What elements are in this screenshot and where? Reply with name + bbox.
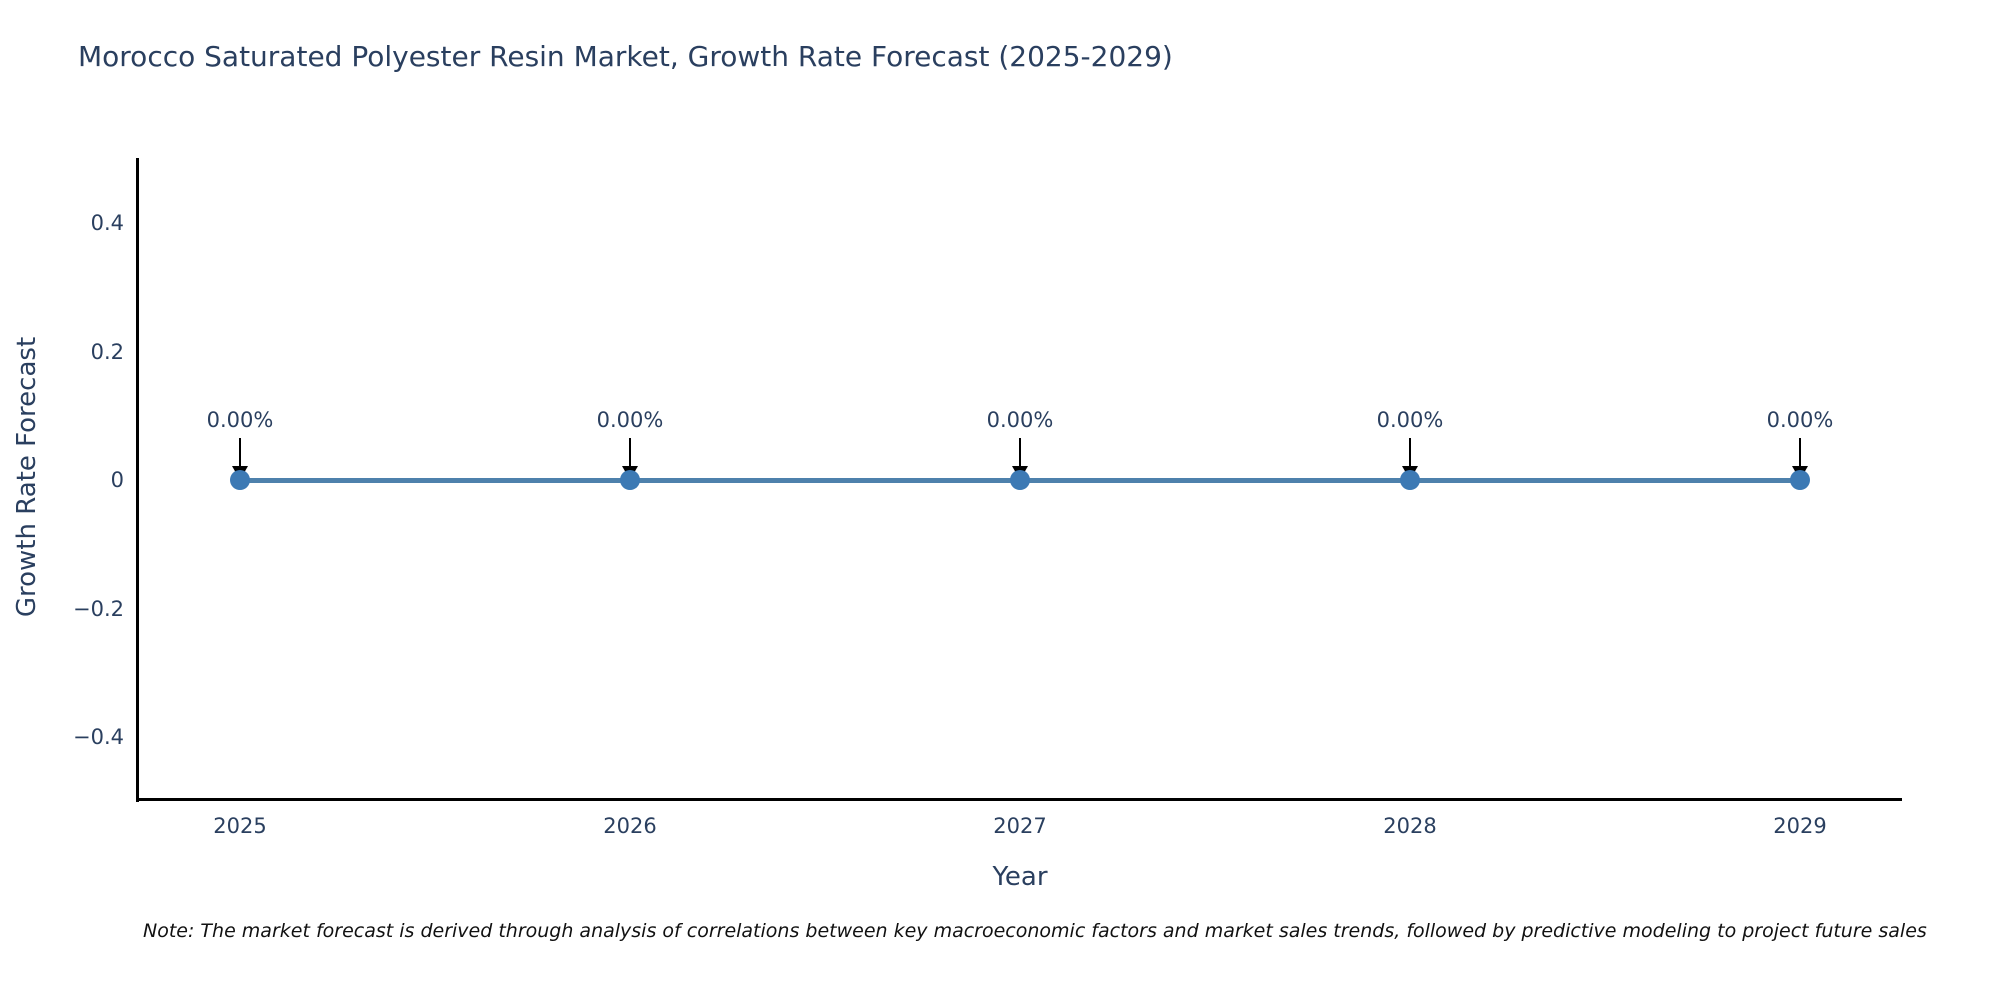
annotation-arrow bbox=[629, 438, 631, 467]
y-axis-line bbox=[136, 158, 139, 802]
x-tick-label: 2028 bbox=[1383, 814, 1437, 838]
y-tick-label: 0.4 bbox=[90, 211, 124, 235]
x-axis-title: Year bbox=[992, 862, 1048, 892]
y-tick-label: 0 bbox=[110, 468, 124, 492]
data-point-label: 0.00% bbox=[1376, 408, 1444, 432]
chart-title: Morocco Saturated Polyester Resin Market… bbox=[78, 40, 1173, 73]
data-point-marker bbox=[1400, 470, 1420, 490]
data-point-marker bbox=[230, 470, 250, 490]
annotation-arrow bbox=[1409, 438, 1411, 467]
data-point-marker bbox=[620, 470, 640, 490]
x-tick-label: 2025 bbox=[213, 814, 267, 838]
y-tick-label: −0.2 bbox=[73, 596, 124, 621]
annotation-arrow bbox=[239, 438, 241, 467]
annotation-arrow bbox=[1799, 438, 1801, 467]
x-tick-label: 2026 bbox=[603, 814, 657, 838]
data-point-marker bbox=[1790, 470, 1810, 490]
data-point-label: 0.00% bbox=[206, 408, 274, 432]
x-tick-label: 2029 bbox=[1773, 814, 1827, 838]
data-point-label: 0.00% bbox=[1766, 408, 1834, 432]
y-tick-label: −0.4 bbox=[73, 725, 124, 749]
y-tick-label: 0.2 bbox=[90, 339, 124, 364]
x-tick-label: 2027 bbox=[993, 814, 1047, 838]
data-point-marker bbox=[1010, 470, 1030, 490]
footnote: Note: The market forecast is derived thr… bbox=[143, 920, 1927, 942]
x-axis-line bbox=[136, 798, 1902, 801]
data-point-label: 0.00% bbox=[596, 408, 664, 432]
annotation-arrow bbox=[1019, 438, 1021, 467]
data-point-label: 0.00% bbox=[986, 408, 1054, 432]
